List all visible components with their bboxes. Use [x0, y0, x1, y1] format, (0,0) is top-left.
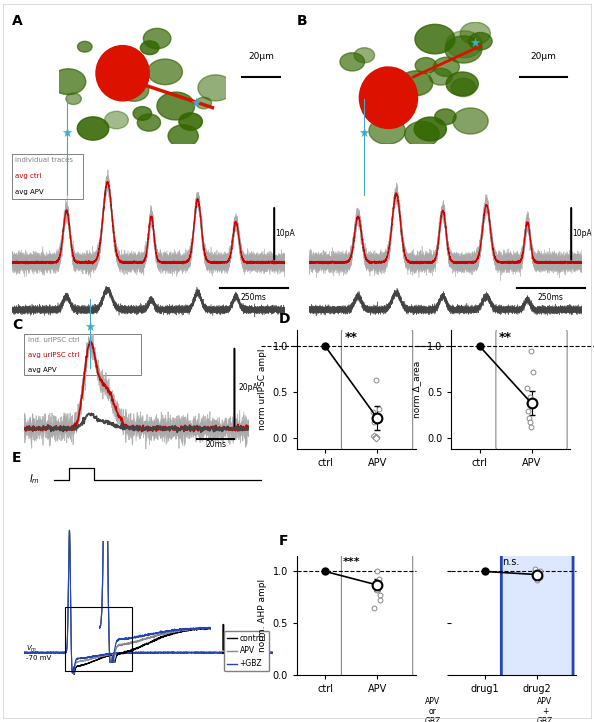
Circle shape — [435, 109, 456, 125]
Circle shape — [429, 69, 452, 85]
Text: APV
or
GBZ: APV or GBZ — [425, 697, 441, 722]
Text: 20μm: 20μm — [530, 52, 557, 61]
Circle shape — [148, 59, 182, 84]
Circle shape — [434, 57, 459, 77]
Text: ind. urIPSC ctrl: ind. urIPSC ctrl — [29, 337, 80, 343]
Circle shape — [140, 41, 159, 55]
Circle shape — [168, 125, 198, 147]
Circle shape — [445, 36, 482, 63]
Circle shape — [446, 31, 482, 58]
Circle shape — [399, 71, 433, 96]
Text: A: A — [12, 14, 23, 28]
Circle shape — [451, 79, 476, 97]
Circle shape — [377, 67, 394, 81]
Text: C: C — [12, 318, 22, 331]
Circle shape — [133, 107, 151, 121]
Bar — [24, 334, 141, 375]
Text: 20pA: 20pA — [238, 383, 258, 392]
Text: avg APV: avg APV — [29, 367, 57, 373]
Text: APV
+
GBZ: APV + GBZ — [537, 697, 553, 722]
Circle shape — [51, 69, 86, 95]
Text: 250ms: 250ms — [538, 292, 564, 302]
FancyBboxPatch shape — [342, 553, 413, 678]
FancyBboxPatch shape — [496, 329, 567, 450]
Text: 20ms: 20ms — [205, 440, 226, 449]
Ellipse shape — [96, 45, 149, 101]
Circle shape — [196, 97, 211, 109]
Bar — [12, 154, 83, 199]
Y-axis label: norm urlPSC ampl: norm urlPSC ampl — [258, 349, 267, 430]
Circle shape — [386, 74, 407, 90]
Text: **: ** — [345, 331, 358, 344]
Circle shape — [453, 108, 488, 134]
Circle shape — [137, 114, 160, 131]
Text: ★: ★ — [469, 38, 481, 51]
Y-axis label: norm Δ_area: norm Δ_area — [412, 361, 422, 418]
Text: avg urIPSC ctrl: avg urIPSC ctrl — [29, 352, 80, 358]
Circle shape — [77, 117, 109, 140]
Circle shape — [198, 75, 233, 101]
Text: F: F — [279, 534, 289, 548]
Circle shape — [157, 92, 195, 120]
Circle shape — [119, 79, 148, 101]
Circle shape — [340, 53, 365, 71]
Circle shape — [369, 118, 405, 144]
Text: individual traces: individual traces — [15, 157, 72, 162]
Circle shape — [179, 113, 203, 130]
Text: B: B — [297, 14, 308, 28]
Circle shape — [105, 111, 128, 129]
Text: D: D — [279, 313, 290, 326]
Circle shape — [405, 121, 439, 147]
Text: E: E — [12, 451, 21, 465]
FancyBboxPatch shape — [501, 553, 573, 678]
Circle shape — [414, 117, 447, 141]
Text: n.s.: n.s. — [503, 557, 520, 567]
Text: avg ctrl: avg ctrl — [15, 173, 41, 179]
Circle shape — [110, 47, 131, 63]
Circle shape — [460, 22, 490, 45]
Circle shape — [110, 48, 124, 58]
Text: $I_m$: $I_m$ — [29, 472, 40, 486]
Text: 10pA: 10pA — [573, 230, 592, 238]
Text: $V_m$
-70 mV: $V_m$ -70 mV — [26, 644, 52, 661]
FancyBboxPatch shape — [449, 553, 521, 678]
Text: 20μm: 20μm — [248, 52, 274, 61]
Text: 20 mV: 20 mV — [228, 632, 253, 642]
Legend: control, APV, +GBZ: control, APV, +GBZ — [225, 630, 270, 671]
Text: 10pA: 10pA — [276, 230, 295, 238]
Text: ★: ★ — [61, 126, 72, 139]
Circle shape — [77, 41, 92, 52]
Text: 250ms: 250ms — [241, 292, 267, 302]
Circle shape — [66, 93, 81, 105]
Text: avg APV: avg APV — [15, 189, 43, 196]
Circle shape — [143, 28, 171, 48]
Text: ★: ★ — [358, 126, 369, 139]
Text: ***: *** — [342, 557, 360, 567]
Text: ★: ★ — [190, 97, 201, 110]
Bar — [65, 606, 132, 671]
Circle shape — [415, 58, 437, 74]
FancyBboxPatch shape — [342, 329, 413, 450]
Ellipse shape — [359, 67, 418, 129]
Circle shape — [354, 48, 375, 63]
Circle shape — [415, 25, 455, 54]
Circle shape — [469, 32, 492, 50]
Text: **: ** — [499, 331, 512, 344]
Y-axis label: norm. AHP ampl: norm. AHP ampl — [258, 579, 267, 652]
Text: 50 ms: 50 ms — [232, 658, 256, 667]
Text: ★: ★ — [84, 321, 95, 334]
Circle shape — [446, 72, 478, 96]
